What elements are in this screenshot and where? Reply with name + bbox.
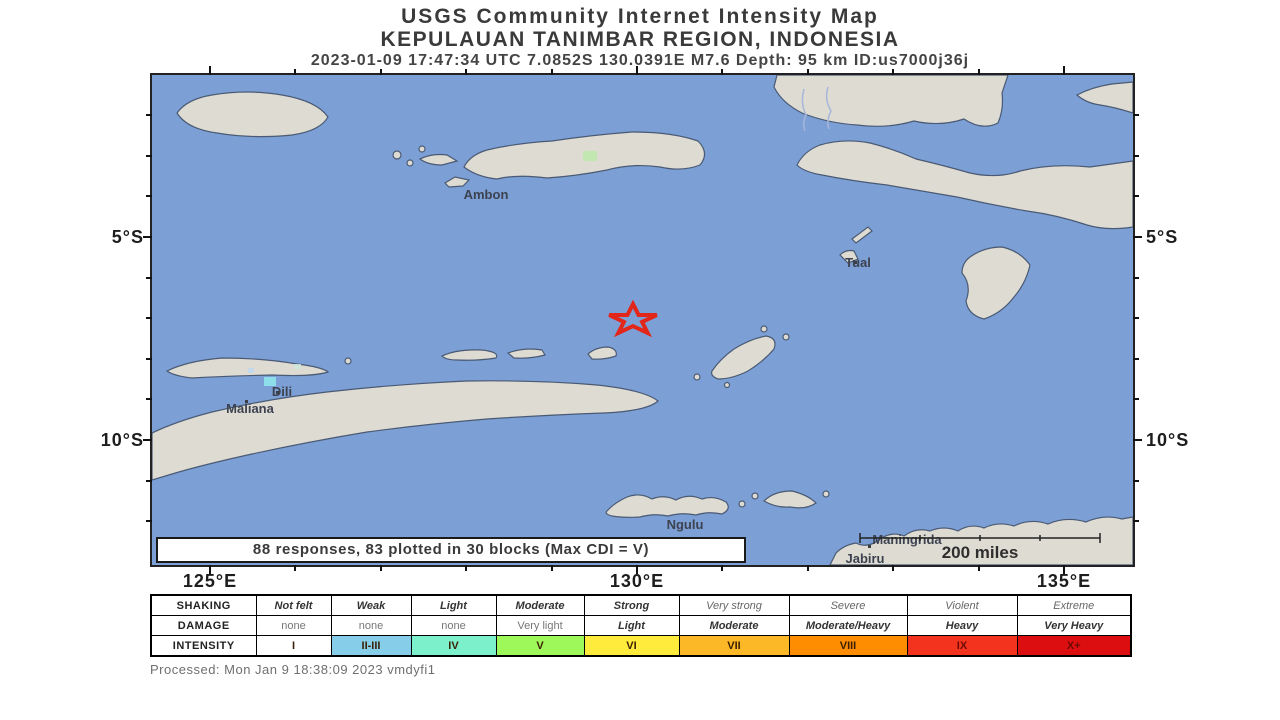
legend-intensity-cell: VI (583, 635, 680, 657)
legend-cell: Not felt (255, 594, 332, 616)
legend-cell: Very Heavy (1016, 615, 1132, 636)
responses-summary: 88 responses, 83 plotted in 30 blocks (M… (156, 537, 746, 563)
map-svg: Ambon Tual Dili Maliana Ngulu Maningrida… (152, 75, 1133, 565)
legend-intensity-cell: I (255, 635, 332, 657)
page-title: USGS Community Internet Intensity Map (401, 5, 879, 28)
city-label-ngulu: Ngulu (667, 517, 704, 532)
legend-cell: none (330, 615, 412, 636)
legend-cell: Weak (330, 594, 412, 616)
intensity-map: Ambon Tual Dili Maliana Ngulu Maningrida… (150, 73, 1135, 567)
legend-intensity-cell: IX (906, 635, 1018, 657)
lat-label-5s-right: 5°S (1146, 227, 1179, 247)
processed-timestamp: Processed: Mon Jan 9 18:38:09 2023 vmdyf… (150, 662, 436, 677)
legend-header-shaking: SHAKING (150, 594, 257, 616)
legend-intensity-cell: VIII (788, 635, 908, 657)
legend-cell: Violent (906, 594, 1018, 616)
city-label-tual: Tual (845, 255, 871, 270)
lon-label-135e: 135°E (1036, 571, 1092, 591)
rivers (801, 86, 832, 132)
legend-cell: none (410, 615, 497, 636)
legend-cell: Very light (495, 615, 585, 636)
legend-cell: Light (410, 594, 497, 616)
event-summary: 2023-01-09 17:47:34 UTC 7.0852S 130.0391… (310, 52, 970, 69)
legend-intensity-cell: VII (678, 635, 790, 657)
region-title: KEPULAUAN TANIMBAR REGION, INDONESIA (380, 28, 900, 51)
city-labels: Ambon Tual Dili Maliana Ngulu Maningrida… (226, 187, 942, 565)
legend-cell: Moderate (678, 615, 790, 636)
epicenter-star-icon (609, 304, 657, 333)
lat-label-5s-left: 5°S (111, 227, 144, 247)
scale-bar (859, 533, 1101, 543)
lat-label-10s-left: 10°S (100, 430, 144, 450)
legend-cell: Extreme (1016, 594, 1132, 616)
legend-intensity-cell: II-III (330, 635, 412, 657)
intensity-legend-table: SHAKING Not felt Weak Light Moderate Str… (150, 594, 1132, 657)
city-label-maliana: Maliana (226, 401, 274, 416)
scale-bar-label: 200 miles (942, 543, 1019, 562)
lat-label-10s-right: 10°S (1146, 430, 1190, 450)
legend-row-shaking: SHAKING Not felt Weak Light Moderate Str… (150, 594, 1132, 616)
legend-header-damage: DAMAGE (150, 615, 257, 636)
lon-label-130e: 130°E (609, 571, 665, 591)
legend-cell: Very strong (678, 594, 790, 616)
city-label-jabiru: Jabiru (845, 551, 884, 565)
city-label-dili: Dili (272, 384, 292, 399)
legend-cell: Heavy (906, 615, 1018, 636)
legend-row-intensity: INTENSITY I II-III IV V VI VII VIII IX X… (150, 635, 1132, 657)
intensity-blocks (248, 151, 597, 386)
city-label-maningrida: Maningrida (872, 532, 942, 547)
legend-intensity-cell: IV (410, 635, 497, 657)
legend-cell: Strong (583, 594, 680, 616)
legend-cell: none (255, 615, 332, 636)
legend-cell: Light (583, 615, 680, 636)
legend-cell: Moderate/Heavy (788, 615, 908, 636)
legend-intensity-cell: V (495, 635, 585, 657)
lon-label-125e: 125°E (182, 571, 238, 591)
city-markers (245, 261, 871, 548)
legend-cell: Moderate (495, 594, 585, 616)
legend-intensity-cell: X+ (1016, 635, 1132, 657)
legend-cell: Severe (788, 594, 908, 616)
legend-header-intensity: INTENSITY (150, 635, 257, 657)
landmasses (152, 75, 1133, 565)
legend-row-damage: DAMAGE none none none Very light Light M… (150, 615, 1132, 636)
city-label-ambon: Ambon (464, 187, 509, 202)
